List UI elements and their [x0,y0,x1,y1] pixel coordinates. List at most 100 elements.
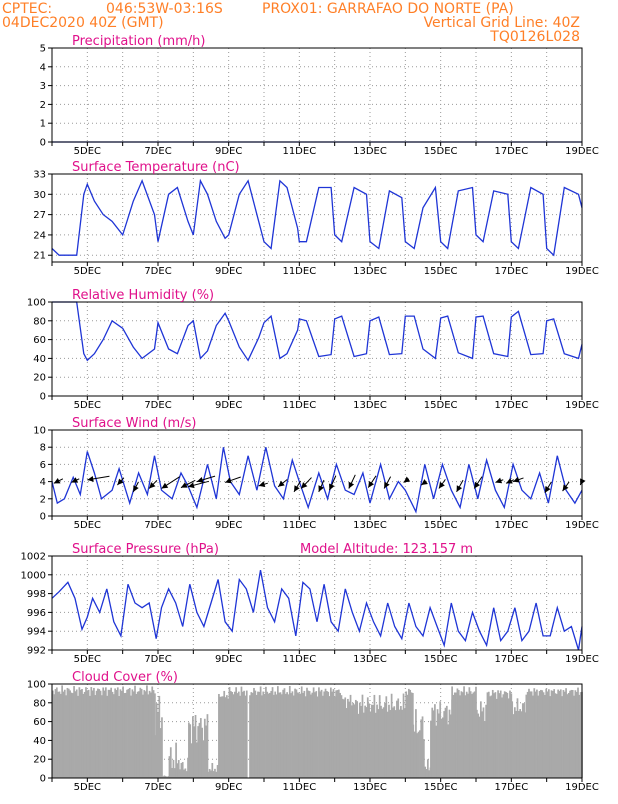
surface-pressure-xtick-label-5: 15DEC [424,654,458,665]
cloud-cover-bar-0-61 [132,691,135,778]
cloud-cover-xtick-label-2: 9DEC [215,782,242,793]
cloud-cover-bar-10-18 [273,694,275,778]
cloud-cover-bar-6-7 [216,765,219,778]
cloud-cover-bar-21-21 [553,689,556,778]
cloud-cover-bar-12-26 [386,711,389,778]
relative-humidity-xtick-label-0: 5DEC [74,400,101,411]
cloud-cover-bar-12-16 [373,694,376,778]
cloud-cover-bar-17-8 [461,692,464,778]
cloud-cover-bar-10-41 [303,690,306,778]
precipitation-xtick-label-0: 5DEC [74,146,101,157]
cloud-cover-bar-13-1 [406,694,409,778]
cloud-cover-bar-21-35 [571,690,574,778]
precipitation-ytick-label-2: 2 [40,100,46,111]
cloud-cover-bar-8-12 [244,695,247,778]
cloud-cover-bar-16-12 [445,705,448,778]
relative-humidity-xtick-label-4: 13DEC [353,400,387,411]
surface-pressure-xtick-label-2: 9DEC [215,654,242,665]
cloud-cover-bar-7-2 [220,696,223,778]
precipitation-ytick-label-0: 0 [40,138,46,149]
surface-temperature-xtick-label-2: 9DEC [215,266,242,277]
cloud-cover-bar-10-46 [310,694,312,778]
surface-pressure-xtick-label-7: 19DEC [565,654,599,665]
surface-pressure-xtick-label-0: 5DEC [74,654,101,665]
cloud-cover-bar-0-0 [52,690,54,778]
cloud-cover-bar-0-34 [97,688,99,778]
surface-wind-vector-head-18 [368,480,375,488]
cloud-cover-bar-0-62 [134,685,136,778]
cloud-cover-bar-19-4 [491,689,494,778]
cloud-cover-bar-12-19 [377,709,380,778]
cloud-cover-bar-0-24 [83,691,86,778]
cloud-cover-bar-17-10 [464,695,467,778]
surface-wind-vector-head-0 [53,477,61,484]
surface-temperature-xtick-label-1: 7DEC [144,266,171,277]
cloud-cover-bar-12-20 [378,695,381,778]
surface-wind-vector-head-25 [495,477,503,484]
surface-temperature-title: Surface Temperature (nC) [72,160,240,175]
cloud-cover-bar-0-38 [102,687,105,778]
cloud-cover-bar-10-24 [280,694,283,778]
cloud-cover-bar-6-5 [214,768,216,778]
cloud-cover-bar-0-20 [78,687,81,778]
header-date: 04DEC2020 40Z (GMT) [2,15,164,31]
cloud-cover-bar-17-4 [456,688,459,778]
cloud-cover-bar-20-8 [521,703,524,778]
surface-wind-vector-head-22 [438,481,445,489]
cloud-cover-bar-0-28 [89,695,91,778]
cloud-cover-bar-8-11 [243,690,245,778]
cloud-cover-bar-0-16 [73,686,75,778]
cloud-cover-bar-0-63 [135,693,138,778]
cloud-cover-bar-11-1 [343,699,345,778]
cloud-cover-bar-19-11 [501,697,503,778]
relative-humidity-panel: 0 20 40 60 80 100 5DEC 7DEC 9DEC 11DEC 13DEC 15DEC 1… [27,288,599,411]
cloud-cover-bar-0-3 [55,687,58,778]
surface-wind-panel: 0 2 4 6 8 10 5DEC 7DEC 9DEC 11DEC 13DEC 15DEC 17DEC 1… [33,416,599,531]
surface-wind-vector-head-16 [329,483,335,491]
cloud-cover-bar-11-4 [347,698,349,778]
surface-wind-xtick-label-7: 19DEC [565,520,599,531]
cloud-cover-bar-10-30 [288,685,291,778]
cloud-cover-bar-4-5 [185,771,188,778]
cloud-cover-bar-12-32 [394,710,397,778]
cloud-cover-bar-10-23 [279,692,282,778]
cloud-cover-bar-14-5 [419,730,421,778]
cloud-cover-bar-6-3 [211,762,214,778]
cloud-cover-bar-21-16 [546,691,549,778]
cloud-cover-bar-20-10 [524,712,527,778]
cloud-cover-bar-7-6 [226,695,228,778]
surface-pressure-ytick-label-5: 1002 [21,552,46,563]
cloud-cover-bar-8-7 [237,691,240,778]
cloud-cover-bar-10-1 [250,692,253,778]
cloud-cover-bar-21-27 [561,696,563,778]
cloud-cover-bar-8-10 [241,691,244,778]
cloud-cover-bar-0-71 [146,685,148,778]
cloud-cover-bar-1-3 [158,695,161,778]
cloud-cover-bar-0-22 [81,689,83,778]
header-station: PROX01: GARRAFAO DO NORTE (PA) [262,1,514,17]
relative-humidity-xtick-label-3: 11DEC [282,400,316,411]
cloud-cover-bar-21-41 [579,692,582,778]
cloud-cover-bar-20-3 [515,710,518,778]
cloud-cover-bar-0-45 [111,691,114,778]
cloud-cover-bar-21-40 [578,694,581,778]
relative-humidity-xtick-label-7: 19DEC [565,400,599,411]
cloud-cover-bar-10-55 [322,695,324,778]
cloud-cover-bar-10-13 [266,691,269,778]
surface-wind-series-line [51,447,583,514]
cloud-cover-bar-0-32 [94,695,97,778]
cloud-cover-bar-10-0 [249,695,251,778]
cloud-cover-bar-1-4 [159,728,162,778]
surface-wind-xtick-label-1: 7DEC [144,520,171,531]
cloud-cover-bar-0-19 [77,695,79,778]
cloud-cover-bar-10-48 [312,687,315,778]
cloud-cover-bar-10-51 [316,696,319,778]
relative-humidity-title: Relative Humidity (%) [72,288,214,303]
cloud-cover-bar-12-2 [354,699,357,778]
cloud-cover-bar-10-68 [339,692,341,778]
cloud-cover-bar-10-16 [270,690,273,778]
cloud-cover-bar-8-13 [245,690,248,778]
cloud-cover-bar-3-0 [168,756,171,778]
cloud-cover-bar-21-0 [525,694,528,778]
cloud-cover-bar-10-4 [254,690,257,778]
